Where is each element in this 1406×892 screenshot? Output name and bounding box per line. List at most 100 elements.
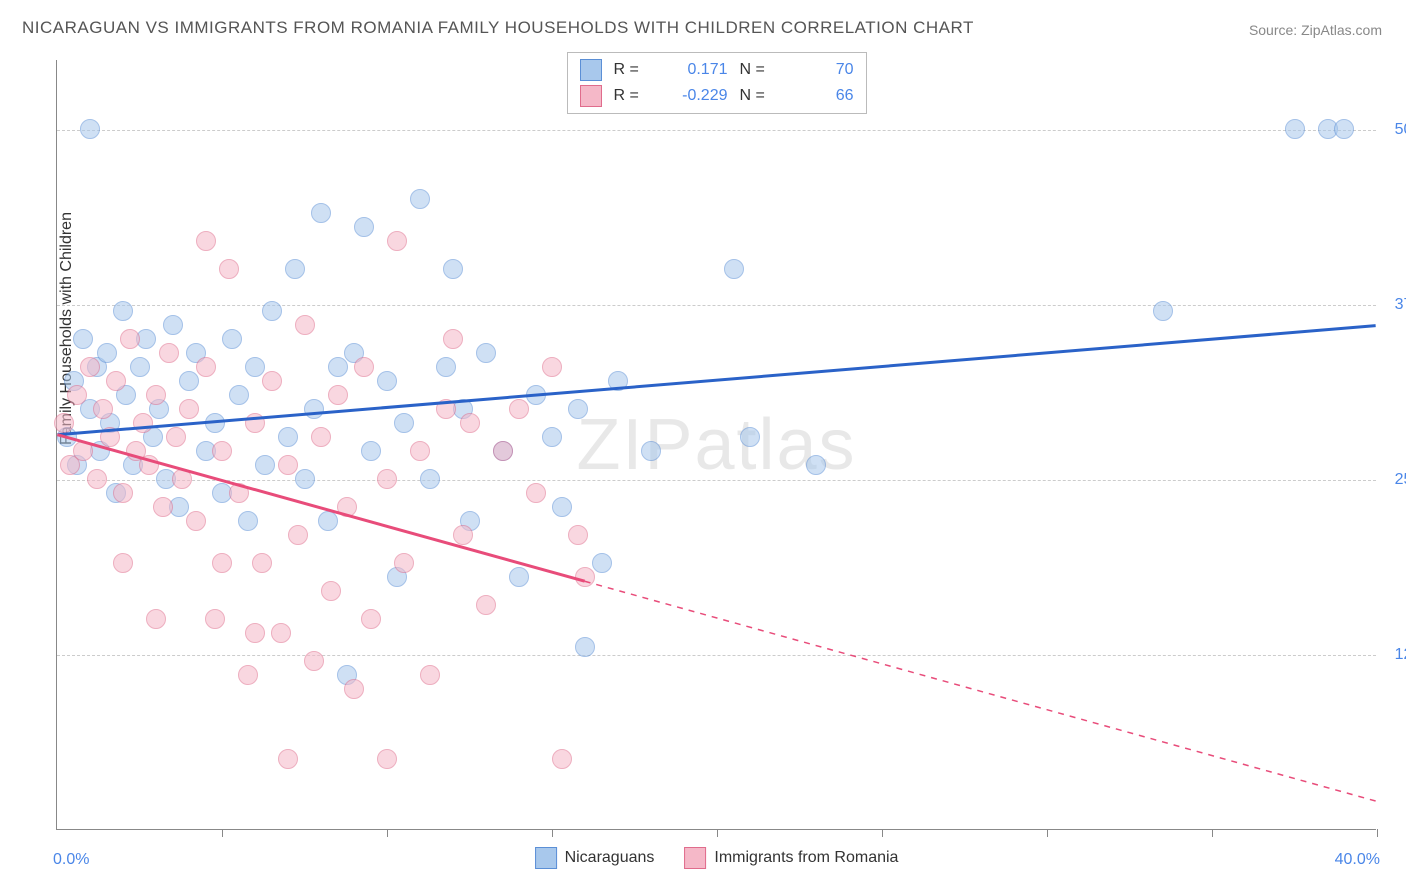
scatter-point (436, 357, 456, 377)
gridline-horizontal (57, 305, 1376, 306)
scatter-point (196, 357, 216, 377)
scatter-point (238, 665, 258, 685)
scatter-point (93, 399, 113, 419)
scatter-point (354, 217, 374, 237)
scatter-point (509, 399, 529, 419)
scatter-point (196, 231, 216, 251)
scatter-point (73, 329, 93, 349)
scatter-point (311, 203, 331, 223)
scatter-point (460, 413, 480, 433)
gridline-horizontal (57, 130, 1376, 131)
scatter-point (410, 441, 430, 461)
scatter-point (146, 609, 166, 629)
scatter-point (328, 385, 348, 405)
scatter-point (526, 385, 546, 405)
scatter-point (592, 553, 612, 573)
scatter-point (304, 399, 324, 419)
scatter-point (377, 371, 397, 391)
scatter-point (205, 413, 225, 433)
scatter-point (304, 651, 324, 671)
scatter-point (186, 511, 206, 531)
scatter-point (212, 553, 232, 573)
scatter-point (1334, 119, 1354, 139)
scatter-point (806, 455, 826, 475)
scatter-point (318, 511, 338, 531)
scatter-point (54, 413, 74, 433)
legend-series-label: Nicaraguans (565, 849, 655, 867)
scatter-point (377, 749, 397, 769)
scatter-point (179, 399, 199, 419)
scatter-point (80, 357, 100, 377)
scatter-point (420, 665, 440, 685)
legend-row: R =0.171N =70 (580, 57, 854, 83)
scatter-point (436, 399, 456, 419)
x-axis-min-label: 0.0% (53, 851, 89, 869)
scatter-point (321, 581, 341, 601)
scatter-point (337, 497, 357, 517)
legend-item: Immigrants from Romania (684, 847, 898, 869)
x-tick (1212, 829, 1213, 837)
scatter-point (113, 301, 133, 321)
chart-title: NICARAGUAN VS IMMIGRANTS FROM ROMANIA FA… (22, 18, 974, 38)
scatter-point (205, 609, 225, 629)
scatter-point (179, 371, 199, 391)
scatter-point (361, 441, 381, 461)
gridline-horizontal (57, 655, 1376, 656)
scatter-point (80, 119, 100, 139)
scatter-point (166, 427, 186, 447)
scatter-point (568, 525, 588, 545)
scatter-point (113, 553, 133, 573)
x-tick (387, 829, 388, 837)
scatter-point (278, 427, 298, 447)
scatter-point (1153, 301, 1173, 321)
legend-row: R =-0.229N =66 (580, 83, 854, 109)
scatter-point (387, 231, 407, 251)
scatter-point (509, 567, 529, 587)
x-tick (552, 829, 553, 837)
legend-n-value: 66 (794, 87, 854, 105)
scatter-point (245, 413, 265, 433)
scatter-point (575, 567, 595, 587)
legend-n-value: 70 (794, 61, 854, 79)
scatter-point (361, 609, 381, 629)
scatter-point (133, 413, 153, 433)
y-tick-label: 25.0% (1380, 471, 1406, 489)
scatter-point (724, 259, 744, 279)
x-tick (1377, 829, 1378, 837)
scatter-point (328, 357, 348, 377)
x-tick (717, 829, 718, 837)
legend-swatch (684, 847, 706, 869)
scatter-point (285, 259, 305, 279)
trend-lines-layer (57, 60, 1376, 829)
scatter-point (311, 427, 331, 447)
scatter-point (394, 553, 414, 573)
scatter-point (420, 469, 440, 489)
scatter-point (295, 315, 315, 335)
scatter-point (262, 301, 282, 321)
scatter-point (262, 371, 282, 391)
correlation-legend: R =0.171N =70R =-0.229N =66 (567, 52, 867, 114)
legend-swatch (580, 85, 602, 107)
scatter-point (245, 623, 265, 643)
legend-r-value: 0.171 (668, 61, 728, 79)
legend-r-label: R = (614, 87, 656, 105)
scatter-point (130, 357, 150, 377)
scatter-point (163, 315, 183, 335)
scatter-point (146, 385, 166, 405)
scatter-point (377, 469, 397, 489)
scatter-point (245, 357, 265, 377)
scatter-point (542, 357, 562, 377)
scatter-point (97, 343, 117, 363)
legend-series-label: Immigrants from Romania (714, 849, 898, 867)
scatter-point (212, 441, 232, 461)
scatter-point (219, 259, 239, 279)
scatter-point (106, 371, 126, 391)
legend-item: Nicaraguans (535, 847, 655, 869)
scatter-point (552, 749, 572, 769)
scatter-point (271, 623, 291, 643)
scatter-point (288, 525, 308, 545)
scatter-point (229, 483, 249, 503)
scatter-point (139, 455, 159, 475)
scatter-point (229, 385, 249, 405)
y-axis-label: Family Households with Children (58, 212, 76, 445)
